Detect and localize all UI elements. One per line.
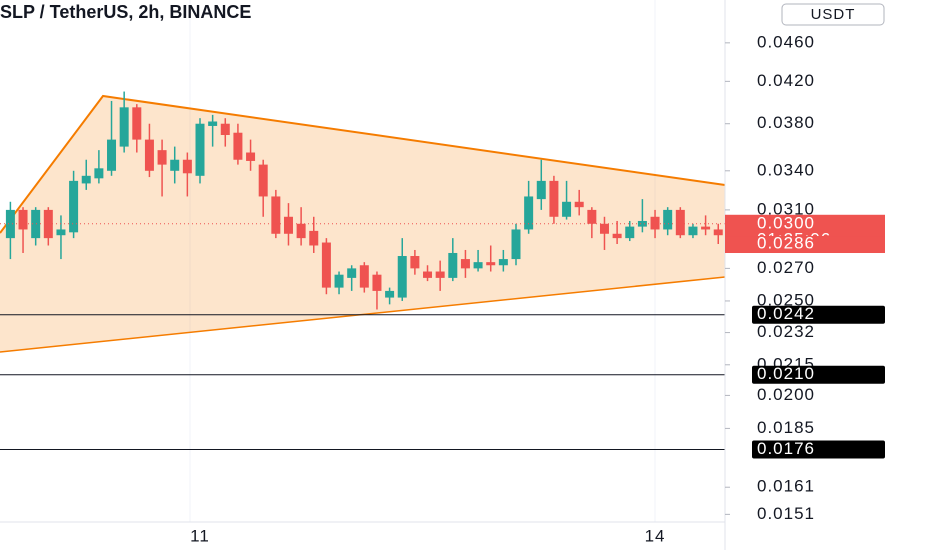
candle-body xyxy=(258,164,268,197)
candle-body xyxy=(423,271,433,278)
candle-body xyxy=(473,262,483,269)
candle-body xyxy=(650,216,660,230)
low-badge xyxy=(725,236,885,254)
y-tick-label: 0.0250 xyxy=(757,290,815,309)
y-tick-label: 0.0270 xyxy=(757,258,815,277)
currency-button[interactable] xyxy=(781,3,885,26)
candle-body xyxy=(625,226,635,239)
y-tick-label: 0.0232 xyxy=(757,322,815,341)
candle-body xyxy=(410,256,420,269)
candle-body xyxy=(119,107,129,147)
candle-body xyxy=(309,230,319,246)
low-badge-label: 0.0286 xyxy=(757,233,815,252)
candle-body xyxy=(246,152,256,161)
y-tick-label: 0.0310 xyxy=(757,199,815,218)
price-badge-label: 0.0176 xyxy=(757,439,815,458)
candle-body xyxy=(486,262,496,266)
candle-body xyxy=(701,226,711,230)
y-tick-label: 0.0460 xyxy=(757,32,815,51)
candle-body xyxy=(460,259,470,269)
candle-body xyxy=(549,180,559,217)
candle-body xyxy=(182,159,192,174)
candle-body xyxy=(18,209,28,230)
candle-body xyxy=(132,107,142,140)
candle-body xyxy=(397,256,407,298)
price-badge-label: 0.0242 xyxy=(757,304,815,323)
candle-body xyxy=(56,229,66,236)
candle-body xyxy=(321,242,331,288)
candle-body xyxy=(5,209,15,239)
candle-body xyxy=(599,223,609,234)
price-badge xyxy=(752,305,885,324)
candle-body xyxy=(511,229,521,260)
candle-body xyxy=(220,123,230,136)
axis-layer: 0.0460 0.0420 0.0380 0.0340 0.0310 0.0270 0.02… xyxy=(190,32,885,545)
candle-body xyxy=(713,229,723,236)
candle-body xyxy=(283,216,293,234)
candle-body xyxy=(31,209,41,239)
candle-body xyxy=(334,274,344,288)
candle-body xyxy=(574,201,584,208)
candle-body xyxy=(498,259,508,266)
candle-body xyxy=(208,121,218,126)
candle-body xyxy=(94,168,104,179)
candle-body xyxy=(372,274,382,291)
candle-body xyxy=(81,175,91,184)
candle-body xyxy=(144,139,154,171)
x-tick-label: 11 xyxy=(190,526,210,545)
time-axis xyxy=(0,522,725,550)
price-badge xyxy=(752,365,885,384)
candle-body xyxy=(612,233,622,239)
candle-body xyxy=(637,220,647,227)
candle-body xyxy=(271,196,281,234)
currency-label[interactable]: USDT xyxy=(811,6,856,23)
y-tick-label: 0.0340 xyxy=(757,160,815,179)
candle-body xyxy=(562,201,572,217)
last-price-label: 0.0300 xyxy=(757,213,815,232)
candle-body xyxy=(359,265,369,288)
candle-body xyxy=(347,268,357,278)
y-tick-label: 0.0151 xyxy=(757,504,815,523)
candle-body xyxy=(157,150,167,165)
candle-body xyxy=(435,271,445,278)
candle-body xyxy=(385,290,395,298)
candle-body xyxy=(587,209,597,224)
candle-body xyxy=(448,252,458,278)
candle-body xyxy=(675,209,685,236)
price-badge xyxy=(752,440,885,459)
y-tick-label: 0.0161 xyxy=(757,477,815,496)
y-tick-label: 0.0200 xyxy=(757,385,815,404)
candle-body xyxy=(688,226,698,236)
chart-title: SLP / TetherUS, 2h, BINANCE xyxy=(0,2,251,22)
x-tick-label: 14 xyxy=(645,526,666,545)
candle-body xyxy=(536,180,546,200)
triangle-top xyxy=(0,94,726,234)
candle-body xyxy=(233,132,243,160)
plot xyxy=(0,91,725,451)
candle-body xyxy=(170,159,180,171)
candle-body xyxy=(296,223,306,239)
price-badge-label: 0.0210 xyxy=(757,364,815,383)
candle-body xyxy=(663,209,673,230)
y-tick-label: 0.0185 xyxy=(757,418,815,437)
candle-body xyxy=(524,196,534,230)
y-tick-label: 0.0420 xyxy=(757,71,815,90)
candle-body xyxy=(195,123,205,176)
candle-body xyxy=(107,139,117,171)
candle-body xyxy=(69,180,79,233)
y-tick-label: 0.0380 xyxy=(757,113,815,132)
